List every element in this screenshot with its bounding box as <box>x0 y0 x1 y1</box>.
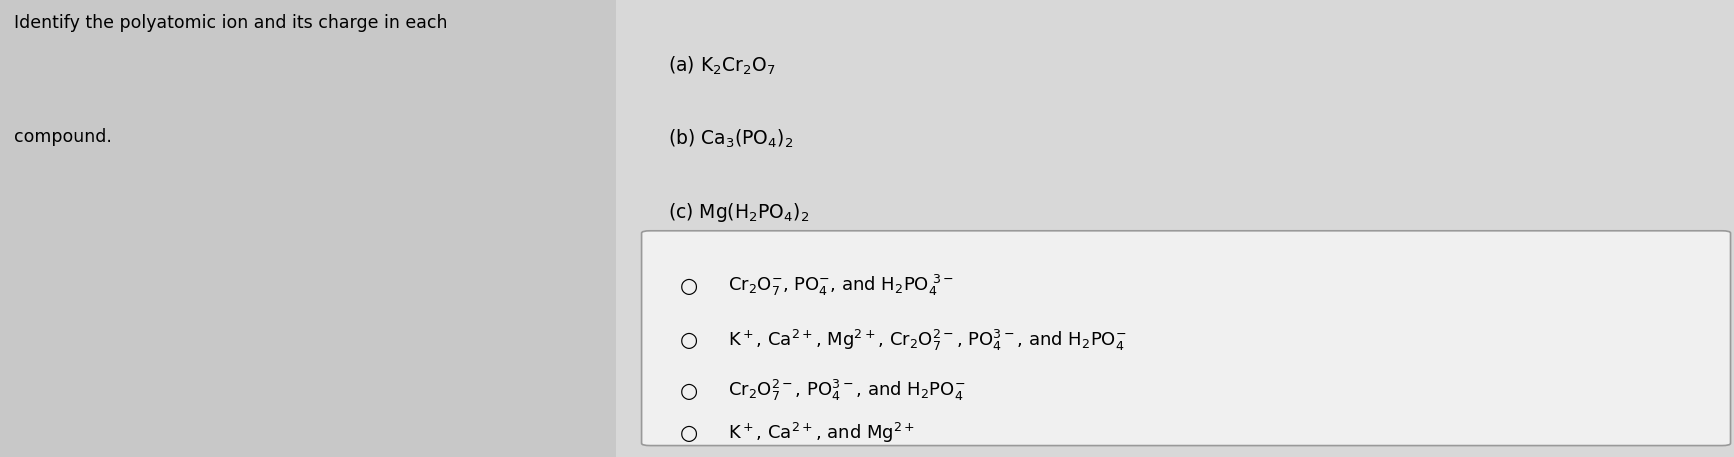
Text: $\mathregular{K^+}$, $\mathregular{Ca^{2+}}$, and $\mathregular{Mg^{2+}}$: $\mathregular{K^+}$, $\mathregular{Ca^{2… <box>728 421 916 445</box>
FancyBboxPatch shape <box>642 231 1731 446</box>
Text: $\mathregular{K^+}$, $\mathregular{Ca^{2+}}$, $\mathregular{Mg^{2+}}$, $\mathreg: $\mathregular{K^+}$, $\mathregular{Ca^{2… <box>728 328 1127 353</box>
Text: $\mathregular{Cr_2O_7^{2-}}$, $\mathregular{PO_4^{3-}}$, and $\mathregular{H_2PO: $\mathregular{Cr_2O_7^{2-}}$, $\mathregu… <box>728 378 966 403</box>
Text: ○: ○ <box>680 276 699 296</box>
Text: (b) $\mathregular{Ca_3(PO_4)_2}$: (b) $\mathregular{Ca_3(PO_4)_2}$ <box>668 128 792 150</box>
Text: (c) $\mathregular{Mg(H_2PO_4)_2}$: (c) $\mathregular{Mg(H_2PO_4)_2}$ <box>668 201 808 224</box>
Bar <box>616 0 1734 457</box>
Text: ○: ○ <box>680 381 699 401</box>
Text: (a) $\mathregular{K_2Cr_2O_7}$: (a) $\mathregular{K_2Cr_2O_7}$ <box>668 55 775 77</box>
Text: compound.: compound. <box>14 128 111 146</box>
Text: ○: ○ <box>680 330 699 351</box>
Text: ○: ○ <box>680 423 699 443</box>
Text: Identify the polyatomic ion and its charge in each: Identify the polyatomic ion and its char… <box>14 14 447 32</box>
Text: $\mathregular{Cr_2O_7^{-}}$, $\mathregular{PO_4^{-}}$, and $\mathregular{H_2PO_4: $\mathregular{Cr_2O_7^{-}}$, $\mathregul… <box>728 273 954 298</box>
